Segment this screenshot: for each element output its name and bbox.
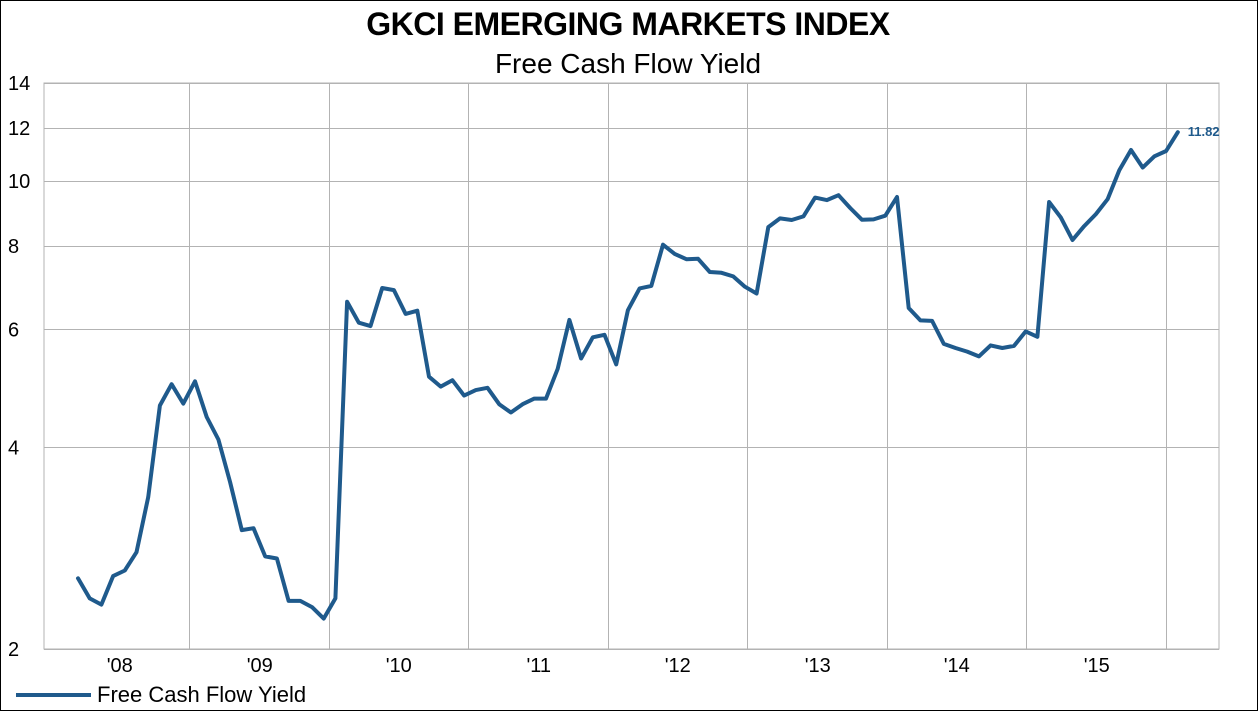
legend-swatch	[16, 693, 91, 697]
y-tick-label: 10	[8, 171, 30, 193]
x-tick-label: '10	[386, 655, 412, 677]
x-tick-label: '13	[805, 655, 831, 677]
y-tick-label: 8	[8, 236, 19, 258]
series-layer: 11.82	[76, 124, 1220, 621]
axis-layer: 2 4 6 8 10 12 14 '08 '09 '10 '11 '12 '13 '14 '15	[8, 73, 1110, 677]
x-tick-label: '15	[1084, 655, 1110, 677]
y-tick-label: 14	[8, 73, 30, 95]
y-tick-label: 2	[8, 639, 19, 661]
y-tick-label: 4	[8, 437, 19, 459]
x-tick-label: '11	[526, 655, 551, 677]
x-tick-label: '09	[247, 655, 273, 677]
plot-area-border	[43, 82, 1220, 650]
x-tick-label: '14	[944, 655, 970, 677]
chart-subtitle: Free Cash Flow Yield	[494, 48, 762, 79]
end-value-label: 11.82	[1188, 124, 1220, 139]
y-tick-label: 6	[8, 319, 19, 341]
chart-title: GKCI EMERGING MARKETS INDEX	[366, 6, 890, 42]
x-tick-label: '08	[107, 655, 133, 677]
y-tick-label: 12	[8, 118, 30, 140]
series-line-free-cash-flow-yield	[76, 130, 1180, 621]
legend-label: Free Cash Flow Yield	[97, 682, 307, 707]
grid-layer	[43, 82, 1220, 650]
legend: Free Cash Flow Yield	[16, 682, 306, 708]
x-tick-label: '12	[665, 655, 691, 677]
